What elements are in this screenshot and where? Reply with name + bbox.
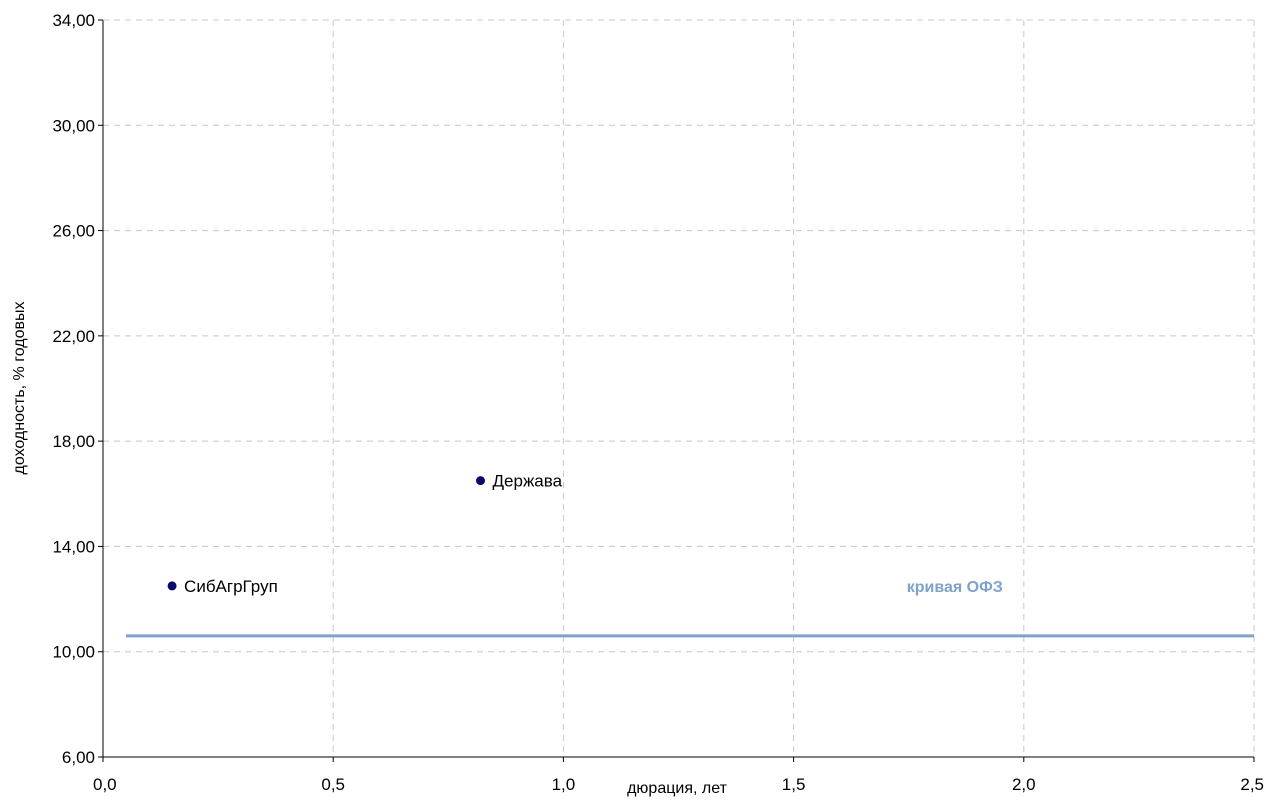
x-axis-title: дюрация, лет [627, 780, 727, 797]
y-tick-label: 22,00 [52, 327, 95, 346]
y-tick-label: 14,00 [52, 537, 95, 556]
curve-layer: кривая ОФЗ [126, 579, 1254, 638]
axis-layer [102, 19, 1255, 758]
data-point [167, 581, 177, 591]
grid-layer [103, 20, 1254, 757]
x-tick-label: 1,5 [782, 775, 806, 794]
data-point [476, 476, 486, 486]
data-point-label: Держава [493, 472, 563, 491]
data-point-label: СибАгрГруп [184, 577, 278, 596]
y-tick-label: 26,00 [52, 222, 95, 241]
y-tick-label: 10,00 [52, 643, 95, 662]
x-tick-label: 0,5 [321, 775, 345, 794]
point-layer: СибАгрГруп Держава [167, 472, 563, 596]
x-tick-labels: 0,0 0,5 1,0 1,5 2,0 2,5 [93, 757, 1264, 794]
y-tick-label: 18,00 [52, 432, 95, 451]
x-tick-label: 0,0 [93, 775, 117, 794]
y-tick-label: 34,00 [52, 11, 95, 30]
y-axis-title: доходность, % годовых [11, 302, 28, 475]
y-tick-label: 6,00 [62, 748, 95, 767]
y-tick-label: 30,00 [52, 116, 95, 135]
ofz-curve-label: кривая ОФЗ [907, 579, 1003, 596]
y-tick-labels: 6,00 10,00 14,00 18,00 22,00 26,00 30,00 34,00 [52, 11, 103, 767]
x-tick-label: 1,0 [552, 775, 576, 794]
x-tick-label: 2,5 [1240, 775, 1264, 794]
x-tick-label: 2,0 [1012, 775, 1036, 794]
